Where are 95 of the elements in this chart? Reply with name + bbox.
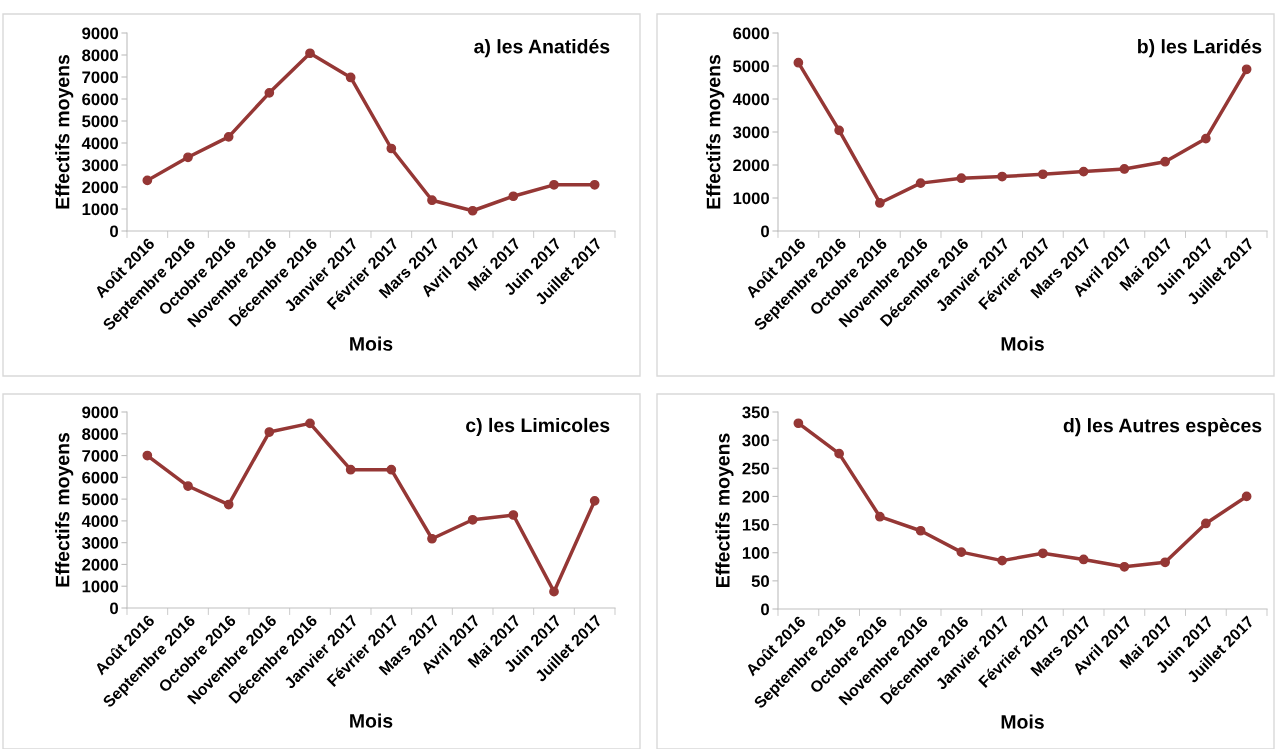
point xyxy=(549,586,559,597)
y-tick-label: 0 xyxy=(110,602,118,615)
y-axis-title: Effectifs moyens xyxy=(715,433,734,587)
y-axis-title: Effectifs moyens xyxy=(55,432,74,587)
y-tick-label: 4000 xyxy=(732,93,769,106)
y-tick-label: 200 xyxy=(742,490,769,503)
chart-title: a) les Anatidés xyxy=(474,38,610,58)
y-tick-label: 6000 xyxy=(82,93,118,106)
chart-title: c) les Limicoles xyxy=(466,417,610,437)
x-axis-title: Mois xyxy=(350,336,393,351)
y-tick-label: 350 xyxy=(742,406,769,419)
y-tick-label: 9000 xyxy=(82,406,118,419)
point xyxy=(427,533,437,544)
y-tick-label: 7000 xyxy=(82,71,118,84)
point xyxy=(1160,156,1170,167)
point xyxy=(1201,133,1211,144)
y-tick-label: 9000 xyxy=(82,27,118,40)
y-tick-label: 4000 xyxy=(81,515,118,528)
y-tick-label: 1000 xyxy=(82,580,118,593)
point xyxy=(508,510,519,520)
point xyxy=(589,179,600,190)
point xyxy=(1241,491,1252,502)
point xyxy=(793,418,804,429)
point xyxy=(875,198,885,208)
point xyxy=(305,418,315,429)
y-tick-label: 6000 xyxy=(733,27,769,40)
y-tick-label: 2000 xyxy=(733,159,769,172)
point xyxy=(467,514,478,525)
x-axis-title: Mois xyxy=(350,713,393,728)
point xyxy=(345,464,356,475)
y-tick-label: 8000 xyxy=(82,49,118,62)
point xyxy=(997,171,1007,182)
point xyxy=(997,555,1007,566)
point xyxy=(223,499,234,510)
y-tick-label: 50 xyxy=(751,575,769,588)
point xyxy=(1241,64,1252,75)
y-tick-label: 5000 xyxy=(82,493,118,506)
point xyxy=(142,175,153,186)
point xyxy=(386,143,397,154)
y-tick-label: 2000 xyxy=(82,558,118,571)
y-tick-label: 3000 xyxy=(732,126,769,139)
point xyxy=(956,547,967,558)
point xyxy=(915,178,926,189)
point xyxy=(467,205,478,216)
y-tick-label: 7000 xyxy=(82,449,118,462)
point xyxy=(386,464,397,475)
point xyxy=(1078,554,1089,565)
point xyxy=(183,152,193,163)
y-tick-label: 1000 xyxy=(733,192,769,205)
point xyxy=(915,525,926,536)
point xyxy=(305,48,315,59)
y-tick-label: 1000 xyxy=(82,203,118,216)
y-tick-label: 2000 xyxy=(82,181,118,194)
y-axis-title: Effectifs moyens xyxy=(55,54,74,209)
y-tick-label: 0 xyxy=(110,225,118,238)
point xyxy=(1119,164,1130,174)
point xyxy=(508,191,519,202)
y-tick-label: 100 xyxy=(742,547,769,559)
x-axis-title: Mois xyxy=(1001,714,1044,729)
y-tick-label: 5000 xyxy=(733,60,769,73)
y-tick-label: 8000 xyxy=(82,428,118,440)
y-tick-label: 150 xyxy=(742,518,769,531)
y-tick-label: 0 xyxy=(761,603,769,616)
point xyxy=(223,131,234,142)
point xyxy=(589,495,600,506)
point xyxy=(956,173,967,184)
x-axis-title: Mois xyxy=(1001,336,1044,351)
point xyxy=(1038,169,1048,180)
point xyxy=(875,511,885,522)
point xyxy=(1038,548,1048,559)
point xyxy=(264,87,275,98)
point xyxy=(427,195,437,206)
chart-title: b) les Laridés xyxy=(1138,38,1262,58)
point xyxy=(793,57,804,68)
y-tick-label: 0 xyxy=(761,225,769,238)
point xyxy=(834,125,844,136)
point xyxy=(183,481,193,491)
y-tick-label: 3000 xyxy=(81,159,118,172)
chart-title: d) les Autres espèces xyxy=(1063,417,1262,437)
y-axis-title: Effectifs moyens xyxy=(706,54,725,209)
point xyxy=(1201,518,1211,529)
point xyxy=(142,450,153,461)
point xyxy=(1119,561,1130,572)
y-tick-label: 300 xyxy=(742,434,769,447)
y-tick-label: 3000 xyxy=(81,537,118,549)
point xyxy=(264,427,275,437)
y-tick-label: 250 xyxy=(742,462,769,475)
y-tick-label: 4000 xyxy=(81,137,118,150)
point xyxy=(834,448,844,459)
point xyxy=(549,179,559,190)
point xyxy=(1160,557,1170,568)
y-tick-label: 5000 xyxy=(82,115,118,128)
point xyxy=(1078,166,1089,177)
point xyxy=(345,72,356,83)
y-tick-label: 6000 xyxy=(82,471,118,484)
